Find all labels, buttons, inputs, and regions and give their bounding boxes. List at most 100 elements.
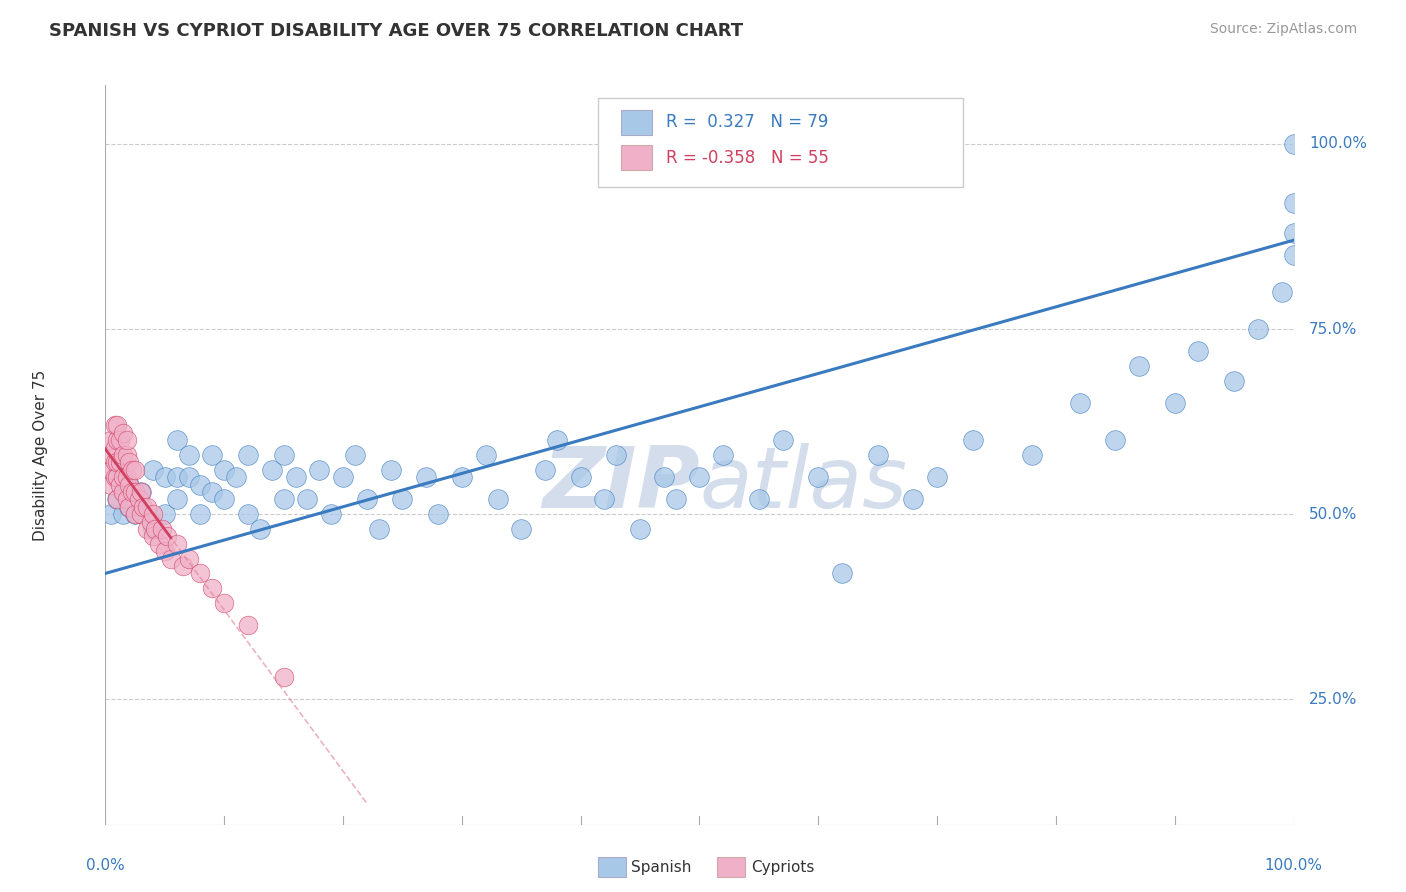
Point — [115, 492, 138, 507]
Point — [273, 670, 295, 684]
Point — [190, 477, 212, 491]
Point — [546, 433, 568, 447]
Point — [177, 470, 200, 484]
Point — [177, 551, 200, 566]
Point — [104, 441, 127, 455]
Point — [214, 596, 236, 610]
Point — [1164, 396, 1187, 410]
Point — [652, 470, 675, 484]
Point — [831, 566, 853, 581]
Point — [128, 492, 150, 507]
Point — [153, 470, 176, 484]
Point — [148, 537, 170, 551]
Point — [166, 537, 188, 551]
Point — [124, 463, 146, 477]
Point — [105, 433, 128, 447]
Point — [142, 522, 165, 536]
Point — [112, 507, 135, 521]
Point — [593, 492, 616, 507]
Point — [332, 470, 354, 484]
Point — [129, 485, 152, 500]
Point — [108, 455, 131, 469]
Point — [124, 507, 146, 521]
Text: 25.0%: 25.0% — [1309, 691, 1357, 706]
Point — [925, 470, 948, 484]
Point — [115, 448, 138, 462]
Text: Spanish: Spanish — [631, 860, 692, 874]
Point — [118, 500, 141, 514]
Point — [249, 522, 271, 536]
Point — [415, 470, 437, 484]
Point — [201, 485, 224, 500]
Point — [1104, 433, 1126, 447]
Point — [112, 425, 135, 440]
Point — [321, 507, 343, 521]
Point — [136, 500, 159, 514]
Point — [105, 492, 128, 507]
Point — [121, 463, 143, 477]
Point — [115, 470, 138, 484]
Point — [159, 551, 181, 566]
Point — [156, 529, 179, 543]
Point — [129, 507, 152, 521]
Point — [124, 507, 146, 521]
Point — [534, 463, 557, 477]
Point — [166, 433, 188, 447]
Point — [104, 455, 127, 469]
Text: R =  0.327   N = 79: R = 0.327 N = 79 — [666, 113, 828, 131]
Text: Cypriots: Cypriots — [751, 860, 814, 874]
Text: R = -0.358   N = 55: R = -0.358 N = 55 — [666, 149, 830, 167]
Text: atlas: atlas — [700, 443, 907, 526]
Point — [139, 515, 162, 529]
Point — [142, 529, 165, 543]
Point — [177, 448, 200, 462]
Point — [605, 448, 627, 462]
Point — [1271, 285, 1294, 299]
Point — [100, 448, 122, 462]
Point — [104, 418, 127, 433]
Point — [118, 455, 141, 469]
Text: Disability Age Over 75: Disability Age Over 75 — [32, 369, 48, 541]
Point — [510, 522, 533, 536]
Point — [143, 522, 166, 536]
Point — [152, 522, 174, 536]
Point — [118, 477, 141, 491]
Point — [427, 507, 450, 521]
Point — [105, 455, 128, 469]
Point — [308, 463, 330, 477]
Point — [748, 492, 770, 507]
Point — [105, 492, 128, 507]
Point — [772, 433, 794, 447]
Point — [105, 470, 128, 484]
Point — [214, 492, 236, 507]
Point — [190, 566, 212, 581]
Point — [284, 470, 307, 484]
Point — [962, 433, 984, 447]
Point — [1247, 322, 1270, 336]
Point — [297, 492, 319, 507]
Point — [100, 433, 122, 447]
Point — [866, 448, 889, 462]
Text: 50.0%: 50.0% — [1309, 507, 1357, 522]
Point — [1282, 248, 1305, 262]
Point — [124, 492, 146, 507]
Point — [105, 470, 128, 484]
Text: 100.0%: 100.0% — [1309, 136, 1367, 152]
Point — [903, 492, 925, 507]
Point — [1223, 374, 1246, 388]
Point — [367, 522, 389, 536]
Point — [100, 463, 122, 477]
Point — [108, 477, 131, 491]
Point — [115, 433, 138, 447]
Point — [236, 507, 259, 521]
Point — [380, 463, 402, 477]
Point — [100, 507, 122, 521]
Point — [236, 618, 259, 632]
Point — [118, 477, 141, 491]
Point — [450, 470, 472, 484]
Point — [486, 492, 509, 507]
Text: Source: ZipAtlas.com: Source: ZipAtlas.com — [1209, 22, 1357, 37]
Point — [153, 507, 176, 521]
Point — [711, 448, 734, 462]
Point — [136, 522, 159, 536]
